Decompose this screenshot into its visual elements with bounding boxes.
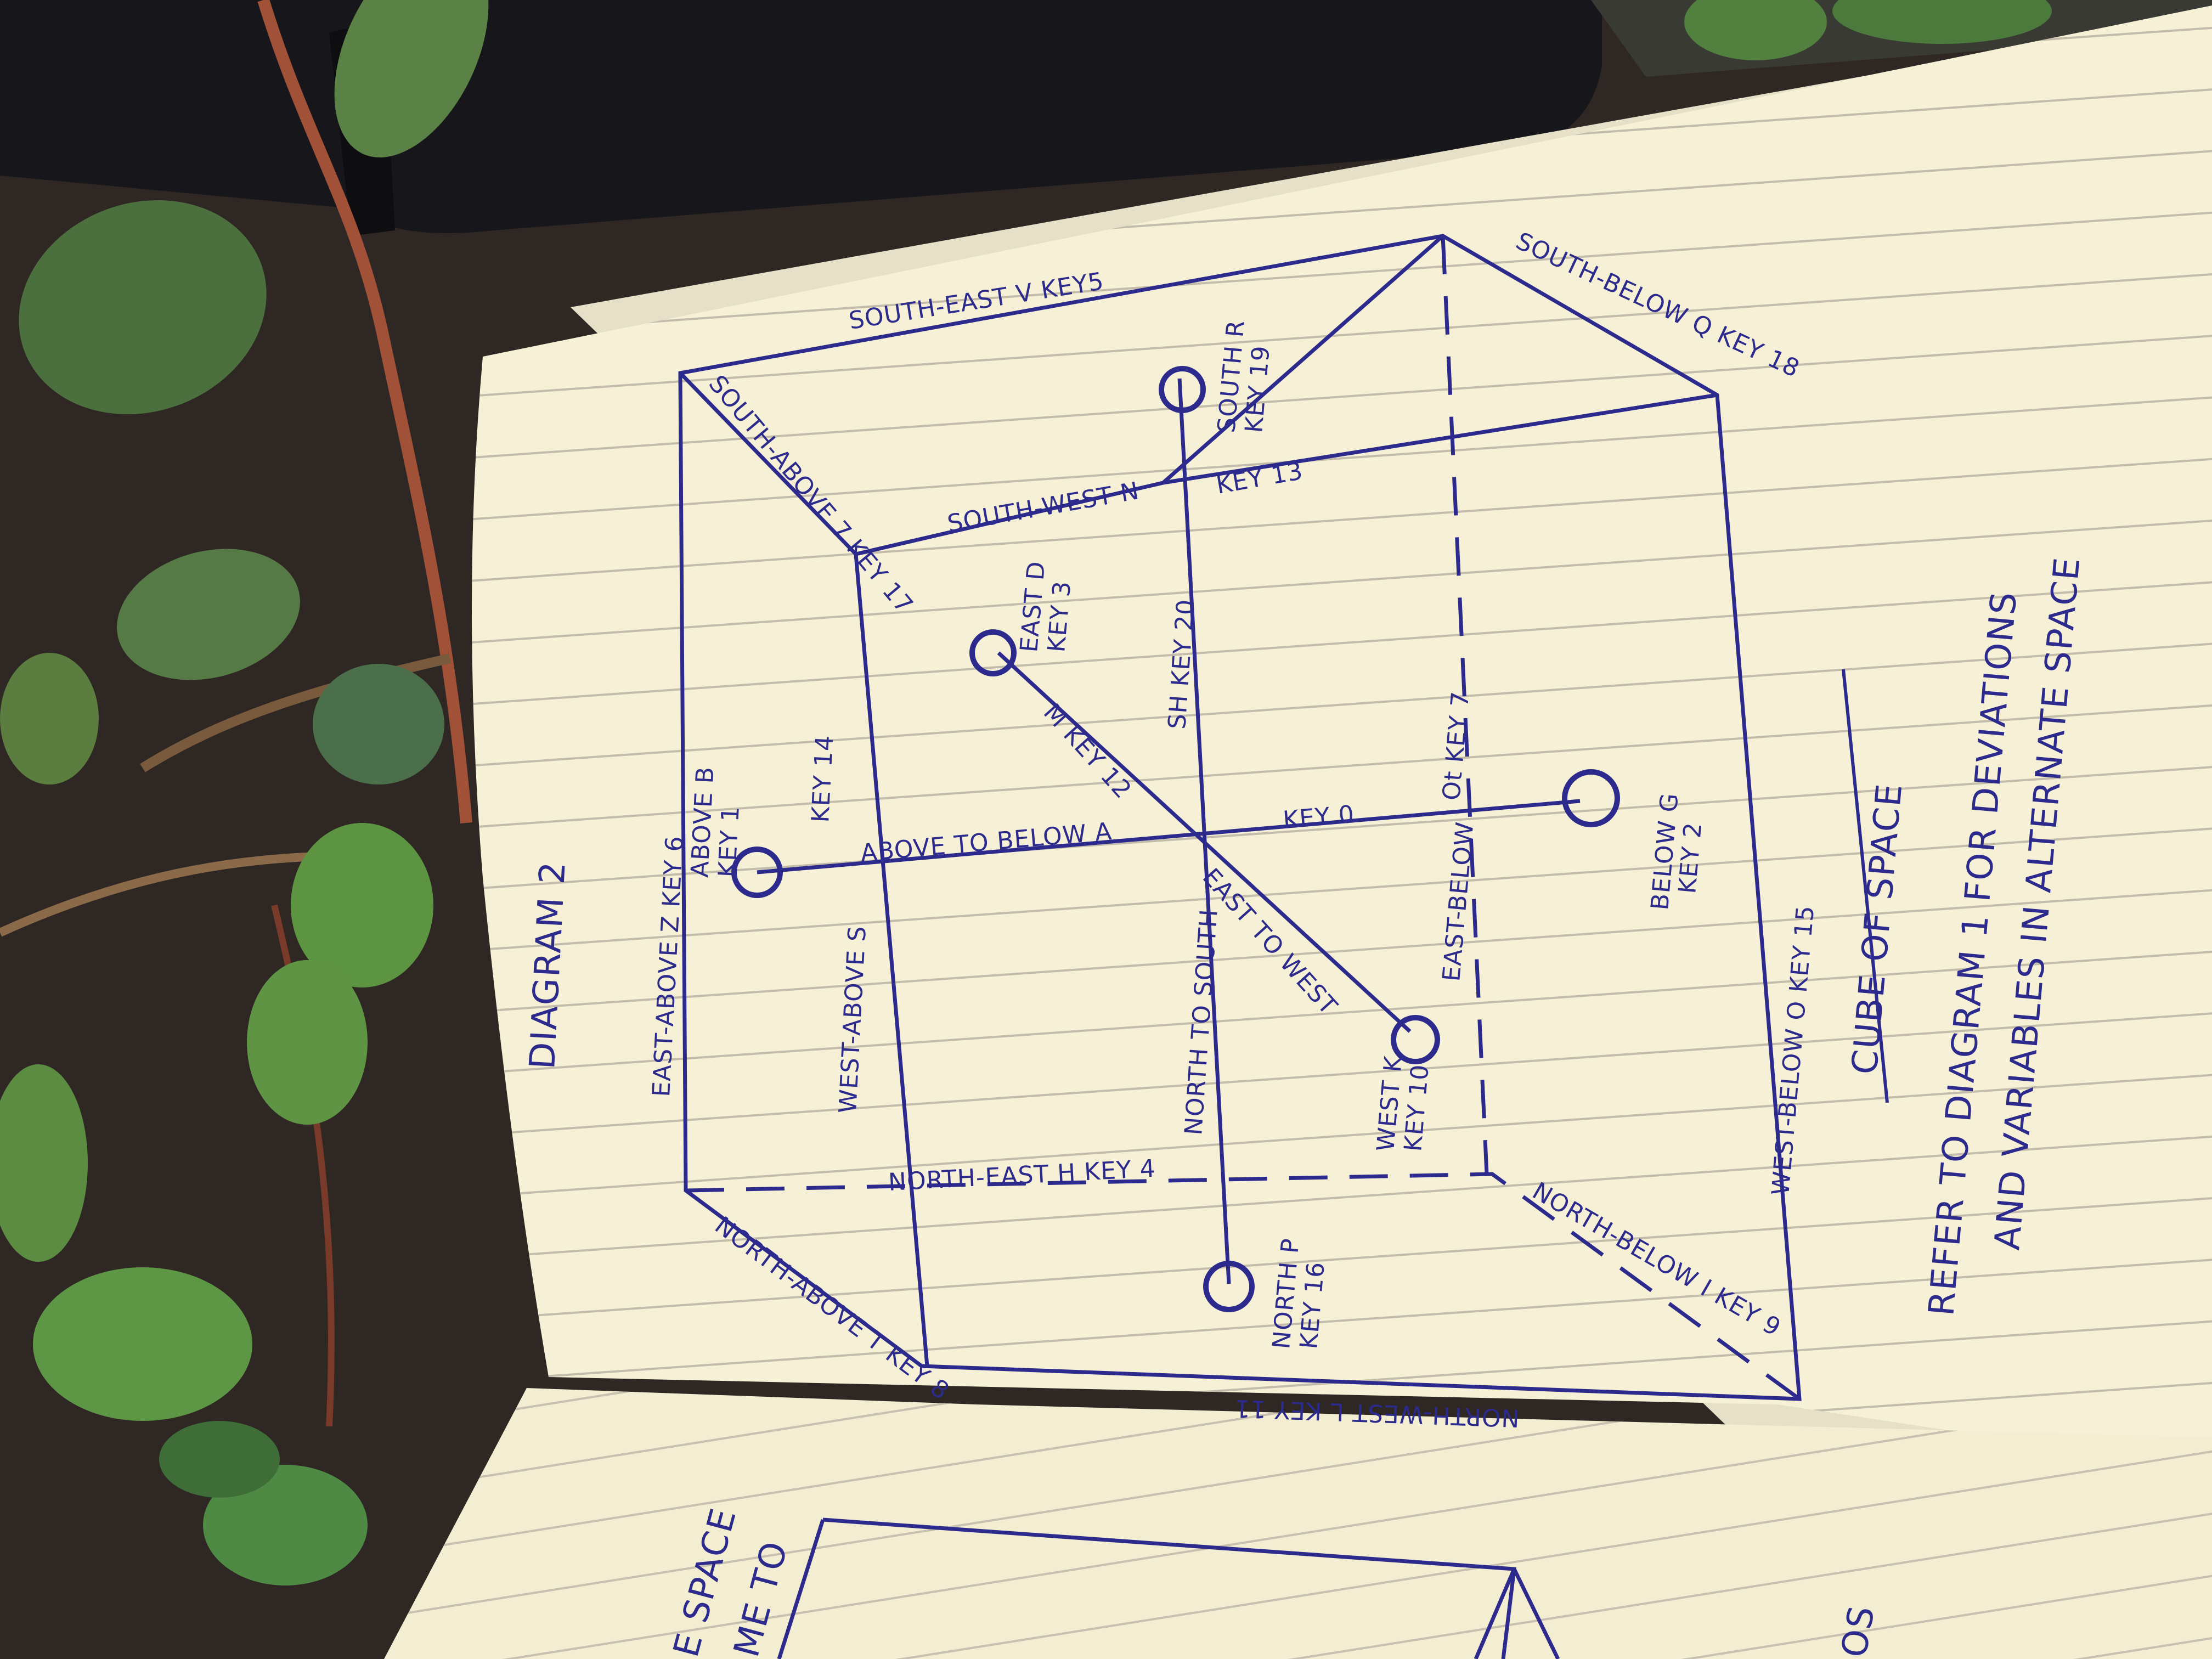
ruled-lines-left xyxy=(384,1388,2212,1659)
edge-key14: KEY 14 xyxy=(806,735,839,823)
leaf xyxy=(159,1421,280,1498)
leaf xyxy=(1832,0,2052,44)
cube-drawing xyxy=(678,234,1802,1401)
caption-underline xyxy=(1842,669,1889,1103)
point-east xyxy=(969,629,1017,676)
leaf xyxy=(291,823,433,988)
label-east-key: KEY 3 xyxy=(1042,579,1076,653)
leaf xyxy=(0,653,99,785)
label-above-key: KEY 1 xyxy=(713,805,745,878)
leaf xyxy=(1684,0,1827,60)
dry-stem xyxy=(0,851,352,937)
leaf xyxy=(313,664,444,785)
axis-key0: KEY 0 xyxy=(1282,800,1356,834)
leaf xyxy=(33,1267,252,1421)
point-south xyxy=(1159,366,1206,413)
point-below xyxy=(1562,769,1620,827)
label-below-key: KEY 2 xyxy=(1673,821,1707,894)
left-page-fragment: OS xyxy=(1834,1602,1883,1659)
leaf xyxy=(117,549,300,680)
leaf xyxy=(247,960,368,1125)
point-north xyxy=(1203,1261,1255,1312)
leaf xyxy=(334,0,489,157)
leaf xyxy=(0,1064,88,1262)
point-above xyxy=(731,847,783,898)
leaves xyxy=(0,0,2052,1585)
leaf xyxy=(19,200,267,415)
leaf xyxy=(203,1465,368,1585)
key-points xyxy=(731,366,1620,1312)
label-above: ABOVE B xyxy=(686,766,720,878)
point-west xyxy=(1391,1015,1440,1064)
left-page-sketch xyxy=(777,1517,1560,1659)
